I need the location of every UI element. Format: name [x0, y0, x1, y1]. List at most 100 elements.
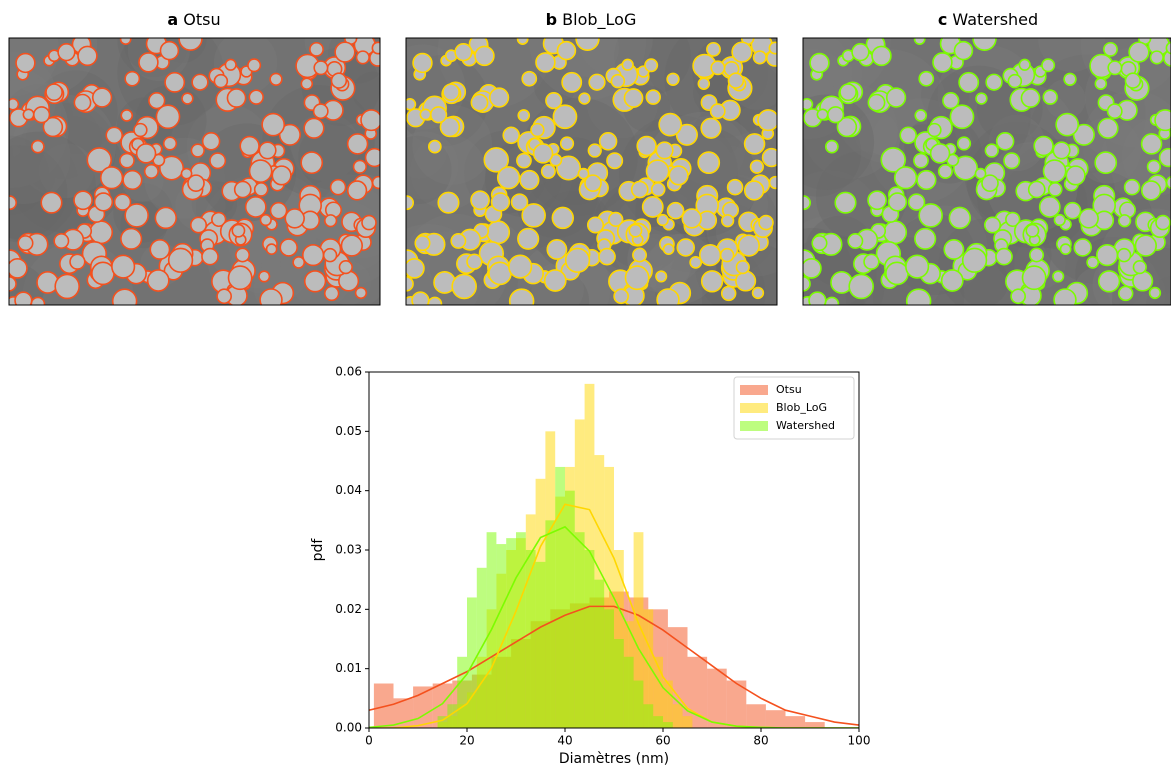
particle: [15, 52, 36, 74]
particle: [885, 261, 909, 286]
particle: [706, 41, 721, 57]
particle: [610, 73, 626, 89]
particle: [1065, 165, 1086, 186]
particle: [508, 288, 535, 305]
panel-title: a Otsu: [167, 10, 220, 29]
particle: [412, 52, 433, 74]
particle: [1165, 41, 1171, 55]
particle: [621, 58, 634, 71]
particle: [516, 152, 532, 169]
particle: [1041, 58, 1056, 73]
particle: [9, 97, 20, 111]
micrograph: [406, 38, 777, 305]
particle: [905, 254, 930, 279]
particle: [488, 87, 510, 108]
particle: [768, 41, 777, 55]
particle: [953, 155, 979, 181]
particle: [907, 193, 926, 211]
particle: [302, 243, 325, 267]
texture: [406, 121, 448, 179]
particle: [914, 109, 928, 122]
particle: [577, 167, 590, 180]
legend-swatch: [740, 403, 768, 413]
x-tick-label: 100: [848, 734, 871, 748]
particle: [406, 97, 417, 111]
particle: [181, 92, 194, 105]
particle: [414, 235, 431, 252]
particle: [913, 152, 929, 169]
particle: [598, 132, 618, 151]
particle: [1140, 180, 1162, 201]
particle: [143, 163, 159, 179]
particle: [645, 159, 670, 183]
particle: [556, 155, 582, 181]
histogram-bar: [614, 639, 624, 728]
particle: [1155, 214, 1171, 231]
particle: [120, 227, 143, 250]
x-tick-label: 80: [753, 734, 768, 748]
particle: [824, 296, 840, 305]
particle: [329, 178, 347, 196]
particle: [662, 243, 675, 255]
histogram-bar: [643, 609, 654, 728]
particle: [42, 116, 64, 138]
particle: [552, 104, 578, 130]
particle: [937, 163, 953, 179]
particle: [1116, 247, 1132, 263]
particle: [253, 182, 269, 197]
particle: [201, 247, 219, 266]
particle: [113, 193, 132, 211]
histogram-bar: [565, 490, 575, 728]
particle: [91, 261, 115, 286]
particle: [940, 269, 964, 292]
particle: [69, 253, 86, 270]
histogram-bar: [457, 656, 467, 728]
y-tick-label: 0.03: [335, 543, 362, 557]
particle: [584, 174, 602, 192]
particle: [330, 72, 348, 89]
histogram-bar: [633, 680, 644, 728]
particle: [1053, 213, 1066, 227]
particle: [133, 122, 148, 138]
particle: [668, 165, 689, 186]
particle: [630, 180, 649, 199]
particle: [624, 265, 650, 291]
particle: [586, 216, 605, 234]
particle: [961, 247, 988, 273]
particle: [675, 123, 698, 146]
particle: [893, 166, 918, 190]
particle: [292, 255, 306, 269]
particle: [848, 273, 874, 300]
histogram-bar: [373, 683, 394, 728]
particle: [120, 109, 134, 122]
particle: [502, 126, 520, 145]
histogram-bar: [623, 656, 634, 728]
particle: [551, 206, 575, 230]
particle: [517, 227, 540, 250]
particle: [490, 192, 511, 212]
particle: [1053, 288, 1077, 305]
particle: [442, 83, 460, 102]
particle: [899, 126, 917, 145]
particle: [364, 147, 380, 168]
particle: [644, 58, 659, 73]
particle: [167, 247, 194, 273]
particle: [720, 214, 735, 228]
texture: [9, 145, 68, 240]
particle: [1097, 117, 1119, 139]
particle: [261, 112, 286, 137]
histogram-bar: [496, 544, 507, 728]
particle: [427, 139, 442, 154]
particle: [248, 89, 264, 105]
histogram-bar: [663, 722, 673, 728]
particle: [1086, 255, 1100, 269]
particle: [1149, 50, 1164, 65]
particle: [1063, 72, 1077, 86]
particle: [454, 43, 473, 62]
particle: [190, 143, 205, 158]
panel-name: Watershed: [952, 10, 1038, 29]
particle: [187, 174, 205, 192]
particle: [146, 269, 170, 292]
particle: [1047, 182, 1063, 197]
particle: [658, 112, 683, 137]
